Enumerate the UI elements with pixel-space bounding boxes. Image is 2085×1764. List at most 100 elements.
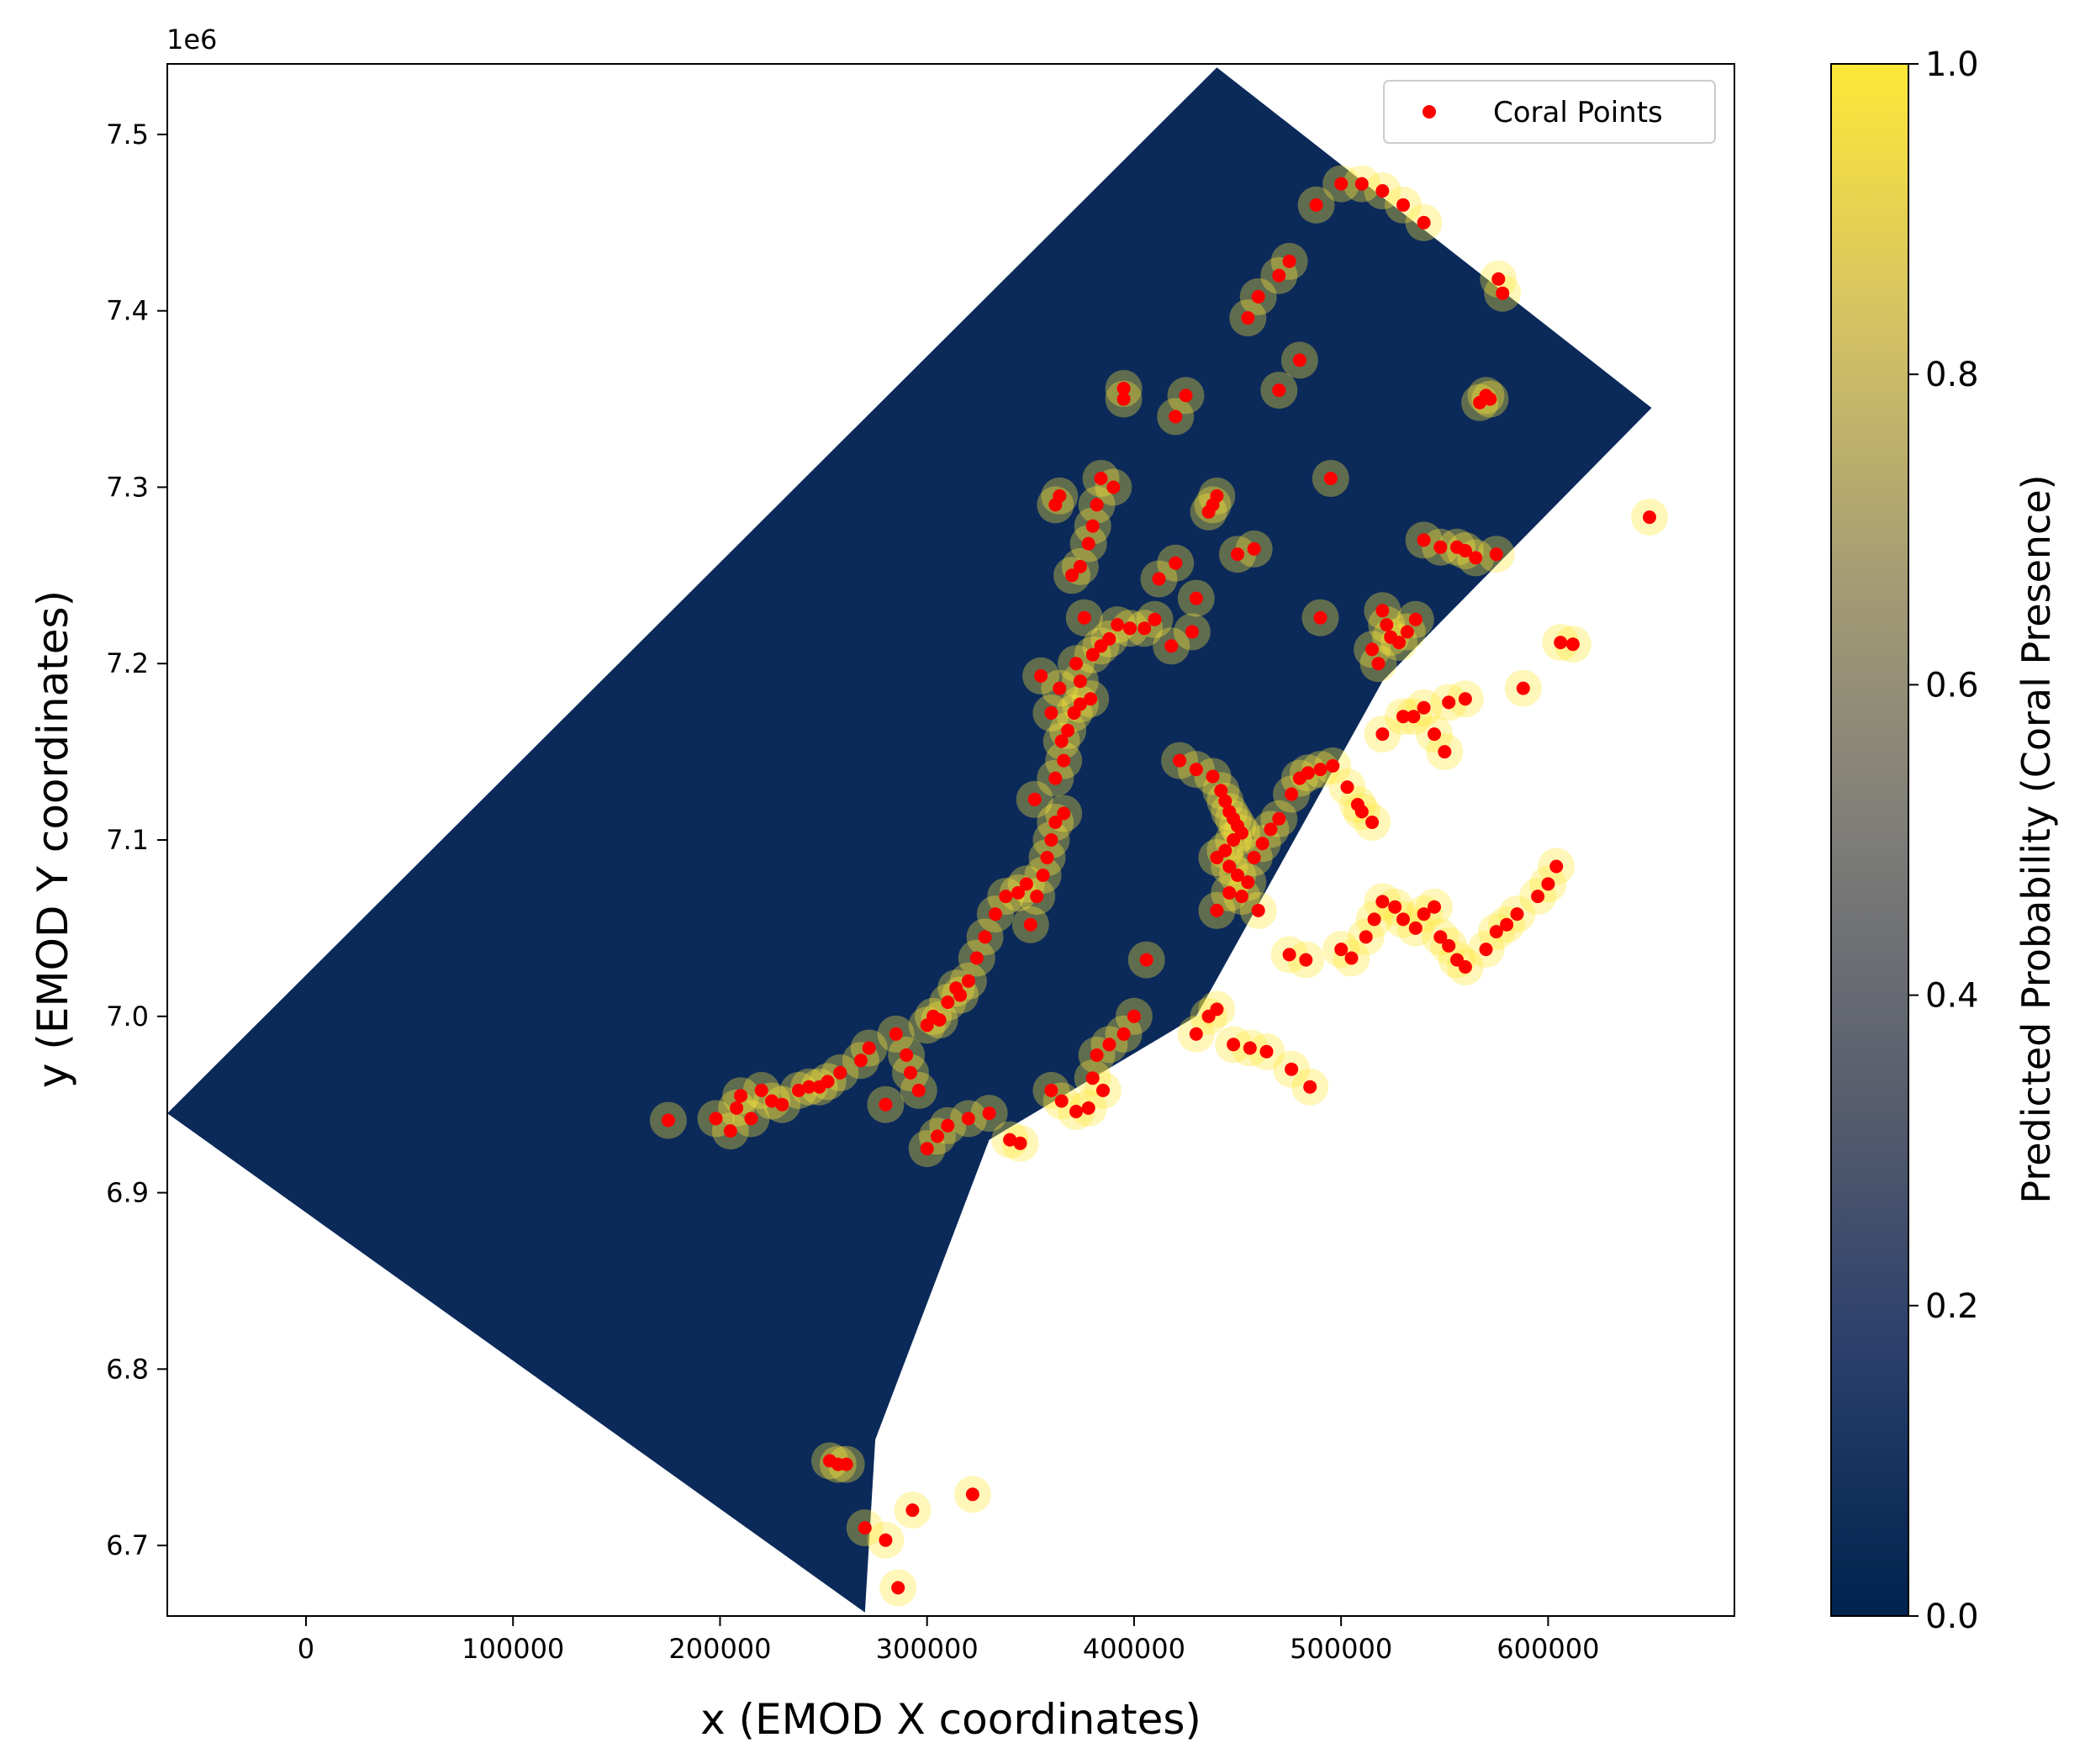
coral-point [1489,547,1503,562]
coral-point [862,1041,876,1055]
coral-point [1102,1038,1116,1052]
y-axis: 6.7 6.8 6.9 7.0 7.1 7.2 7.3 7.4 7.5 [106,119,167,1561]
coral-point [1044,1083,1058,1097]
coral-point [1096,1083,1110,1097]
coral-point [765,1094,779,1108]
coral-point [1549,859,1564,874]
coral-point [1057,806,1071,821]
coral-point [1189,591,1203,605]
coral-point [1057,753,1071,768]
coral-point [1292,353,1306,367]
coral-point [1073,674,1087,689]
coral-point [754,1083,768,1097]
coral-point [1023,917,1037,932]
coral-point [1227,833,1241,847]
coral-point [879,1533,893,1547]
coral-point [839,1457,853,1471]
coral-point [1061,723,1075,737]
coral-point [1179,388,1193,403]
coral-point [1210,489,1224,503]
coral-point [1326,758,1340,773]
y-tick-label: 7.2 [106,647,149,679]
coral-point [1323,472,1338,485]
coral-point [978,930,992,944]
coral-point [1138,621,1152,636]
coral-point [1303,1080,1317,1094]
coral-point [932,1013,947,1027]
coral-point [1371,657,1386,671]
coral-point [1077,610,1091,625]
coral-point [1011,885,1025,900]
coral-point [1428,727,1441,742]
coral-point [1069,1105,1083,1118]
coral-point [1251,289,1265,304]
coral-point [1365,816,1380,829]
x-tick-label: 200000 [668,1633,771,1665]
coral-point [1065,568,1079,583]
coral-point [1218,794,1233,808]
x-tick-label: 400000 [1083,1633,1185,1665]
coral-point [1299,953,1313,967]
coral-point [1433,930,1448,944]
coral-point [1189,1027,1203,1041]
coral-point [1116,1027,1131,1041]
coral-point [1531,890,1545,904]
coral-point [1102,631,1116,646]
colorbar-tick-label: 0.2 [1925,1287,1979,1326]
coral-point [1148,612,1162,626]
coral-point [1458,544,1472,557]
coral-point [1285,1062,1299,1076]
coral-point [734,1089,748,1103]
coral-point [1496,286,1510,300]
coral-point [744,1112,758,1126]
coral-point [858,1521,872,1535]
coral-point [1013,1136,1027,1150]
coral-point [1169,409,1183,424]
coral-point [1643,510,1656,525]
x-tick-label: 500000 [1290,1633,1392,1665]
coral-point [1073,697,1087,711]
x-axis: 0 100000 200000 300000 400000 500000 600000 [298,1616,1599,1665]
coral-point [920,1142,934,1156]
coral-point [1359,930,1373,944]
coral-point [1365,642,1380,657]
y-tick-label: 7.1 [106,824,149,856]
coral-point [1469,551,1483,565]
coral-point [1189,763,1203,777]
coral-point [1185,625,1199,639]
coral-point [1054,1094,1069,1108]
coral-point [904,1065,917,1080]
coral-point [931,1129,944,1143]
coral-point [1334,177,1349,191]
coral-point [1554,636,1568,650]
coral-point [1210,903,1224,917]
coral-point [1094,472,1108,485]
y-tick-label: 7.5 [106,119,149,151]
y-tick-label: 7.3 [106,471,149,503]
coral-point [1458,692,1472,706]
coral-point [1491,272,1506,286]
coral-point [1417,907,1431,922]
coral-point [1214,784,1228,798]
coral-point [1392,636,1407,650]
coral-point [1408,612,1423,626]
coral-point [1334,943,1349,957]
coral-point [1396,198,1410,212]
coral-point [792,1083,805,1097]
coral-point [1127,1009,1141,1023]
coral-point [1282,254,1296,268]
coral-point [1081,1101,1095,1115]
coral-point [1139,953,1153,967]
colorbar-tick-label: 0.4 [1925,977,1979,1016]
coral-point [1210,1002,1224,1017]
coral-point [999,890,1013,904]
coral-point [1442,938,1456,953]
coral-point [1407,710,1421,724]
coral-point [1375,604,1390,618]
coral-point [1048,771,1063,785]
coral-point [1231,869,1244,882]
coral-point [1272,268,1286,283]
x-tick-label: 300000 [876,1633,979,1665]
